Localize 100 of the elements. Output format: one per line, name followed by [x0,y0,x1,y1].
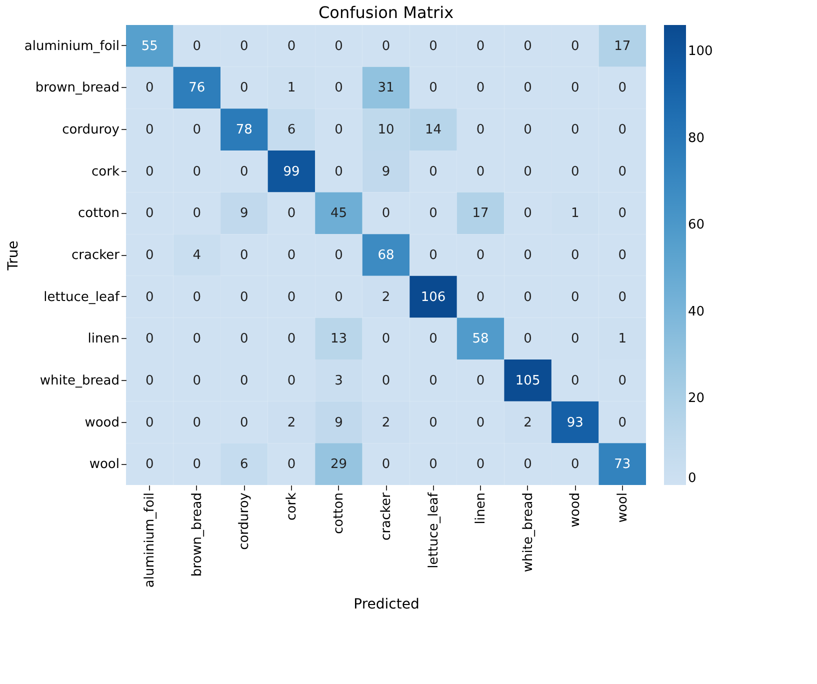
data-label: 0 [476,457,485,472]
data-label: 0 [192,122,202,138]
data-label: 0 [145,457,154,472]
data-label: 4 [192,248,202,263]
y-tick-label: brown_bread [35,80,120,96]
data-label: 0 [145,332,154,347]
data-label: 9 [382,164,390,180]
data-label: 14 [425,122,442,138]
y-tick-label: cracker [71,248,120,263]
data-label: 0 [382,332,390,347]
data-label: 0 [240,164,248,180]
y-tick-label: lettuce_leaf [44,290,120,305]
data-label: 0 [618,248,627,263]
data-label: 0 [524,164,532,180]
y-tick-label: corduroy [62,122,120,138]
data-label: 0 [334,164,343,180]
data-label: 0 [618,80,627,96]
data-label: 0 [570,290,580,305]
data-label: 0 [287,38,296,54]
data-label: 0 [382,373,390,388]
y-axis-title: True [5,240,22,272]
data-label: 0 [618,415,627,430]
data-label: 2 [524,415,532,430]
x-tick-label: linen [474,492,489,524]
data-label: 6 [287,122,296,138]
data-label: 0 [192,206,202,222]
data-label: 0 [287,290,296,305]
data-label: 0 [287,373,296,388]
y-tick-label: wood [84,415,120,430]
data-label: 17 [472,206,489,222]
data-label: 0 [476,164,485,180]
data-label: 0 [287,248,296,263]
data-label: 0 [287,206,296,222]
data-label: 1 [287,80,296,96]
data-label: 0 [570,38,580,54]
data-label: 0 [192,373,202,388]
data-label: 0 [145,290,154,305]
data-label: 0 [524,122,532,138]
data-label: 10 [378,122,394,138]
y-tick-label: white_bread [40,373,120,388]
data-label: 73 [614,457,631,472]
data-label: 0 [145,373,154,388]
x-tick-label: lettuce_leaf [426,492,442,568]
data-label: 0 [334,248,343,263]
data-label: 0 [192,332,202,347]
data-label: 2 [287,415,296,430]
data-label: 29 [330,457,347,472]
x-tick-label: cotton [332,492,347,534]
data-label: 2 [382,415,390,430]
color-bar-label: 20 [688,391,705,406]
x-tick-label: cork [284,492,300,520]
data-label: 0 [145,122,154,138]
data-label: 0 [240,332,248,347]
data-label: 0 [287,332,296,347]
data-label: 105 [515,373,540,388]
data-label: 68 [378,248,394,263]
x-axis-title: Predicted [354,596,420,613]
data-label: 0 [476,415,485,430]
data-label: 0 [570,80,580,96]
y-tick-label: cotton [78,206,120,222]
color-bar-label: 40 [688,304,705,320]
data-label: 0 [618,373,627,388]
data-label: 0 [618,206,627,222]
data-label: 1 [570,206,580,222]
data-label: 45 [330,206,347,222]
data-label: 93 [566,415,584,430]
data-label: 0 [334,290,343,305]
data-label: 0 [145,206,154,222]
data-label: 0 [429,373,438,388]
data-label: 0 [334,122,343,138]
data-label: 0 [240,290,248,305]
data-label: 0 [192,457,202,472]
data-label: 0 [382,457,390,472]
color-bar-label: 0 [688,471,696,486]
chart-title: Confusion Matrix [318,3,454,22]
data-label: 0 [382,38,390,54]
data-label: 0 [429,80,438,96]
x-tick-label: wood [568,492,584,528]
data-label: 1 [618,332,627,347]
data-label: 55 [141,38,158,54]
data-label: 0 [570,373,580,388]
data-label: 0 [429,206,438,222]
data-label: 9 [240,206,248,222]
data-label: 99 [283,164,300,180]
data-label: 0 [618,290,627,305]
data-label: 0 [524,457,532,472]
data-label: 0 [570,332,580,347]
data-label: 0 [192,290,202,305]
color-bar-label: 60 [688,218,705,233]
data-label: 0 [429,332,438,347]
data-label: 0 [524,80,532,96]
data-label: 0 [570,164,580,180]
data-label: 0 [145,80,154,96]
data-label: 78 [236,122,252,138]
data-label: 0 [570,457,580,472]
data-label: 31 [378,80,394,96]
x-tick-label: wool [615,492,630,523]
data-label: 0 [429,164,438,180]
data-label: 76 [188,80,206,96]
x-tick-label: corduroy [237,492,252,550]
